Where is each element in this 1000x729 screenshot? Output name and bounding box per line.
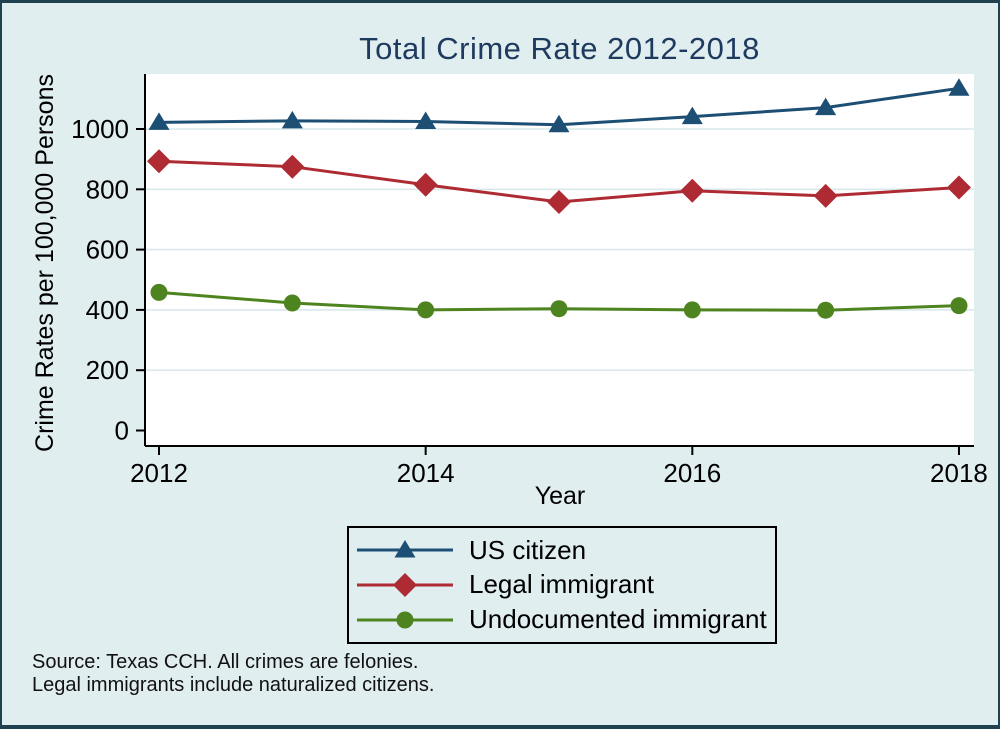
legend-row: US citizen (355, 535, 775, 566)
legend-label: US citizen (469, 534, 587, 565)
svg-text:2018: 2018 (930, 458, 988, 488)
svg-text:1000: 1000 (71, 114, 129, 144)
legend-label: Undocumented immigrant (469, 604, 767, 635)
source-note-line: Source: Texas CCH. All crimes are feloni… (32, 651, 419, 673)
x-axis-title: Year (534, 482, 586, 510)
legend-row: Legal immigrant (355, 569, 775, 600)
svg-text:400: 400 (86, 295, 129, 325)
svg-text:200: 200 (86, 355, 129, 385)
y-axis-title: Crime Rates per 100,000 Persons (31, 74, 59, 452)
svg-text:2012: 2012 (130, 458, 188, 488)
svg-text:2016: 2016 (663, 458, 721, 488)
chart-title: Total Crime Rate 2012-2018 (359, 31, 760, 66)
us-citizen-line-triangle-icon (357, 540, 453, 558)
chart-svg: 0 200 400 600 800 1000 2012 2014 2016 2018 (71, 74, 988, 488)
svg-text:2014: 2014 (397, 458, 455, 488)
legend-row: Undocumented immigrant (355, 604, 775, 635)
svg-text:0: 0 (115, 416, 129, 446)
svg-text:800: 800 (86, 174, 129, 204)
source-notes: Source: Texas CCH. All crimes are feloni… (32, 651, 434, 697)
undocumented-immigrant-line-circle-icon (357, 611, 453, 629)
source-note-line: Legal immigrants include naturalized cit… (32, 674, 435, 696)
svg-text:600: 600 (86, 235, 129, 265)
legend-label: Legal immigrant (469, 569, 654, 600)
legend: US citizen Legal immigrant Undocumented … (347, 526, 777, 644)
legal-immigrant-line-diamond-icon (357, 572, 453, 597)
